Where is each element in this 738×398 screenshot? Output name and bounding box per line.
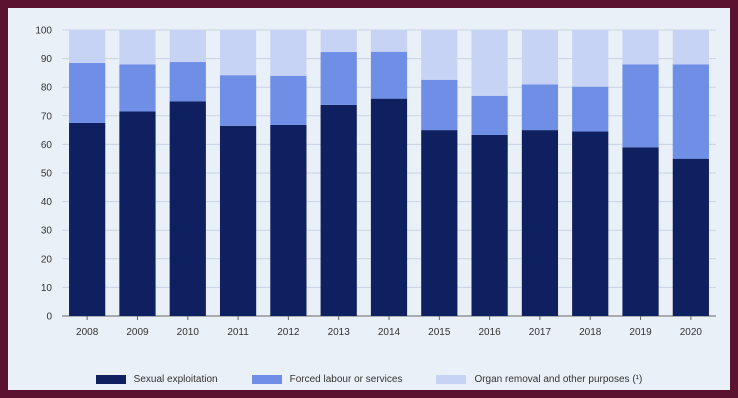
stacked-bar-chart: 0 10 20 30 40 50 60 70 80 90 100 2008 2009 2010 2011 20… <box>35 26 716 338</box>
x-tick-label-2008: 2008 <box>76 327 99 338</box>
bar-2017-series-2 <box>521 30 559 85</box>
legend-swatch-organ-removal <box>436 375 467 384</box>
x-tick-label-2013: 2013 <box>328 327 351 338</box>
bar-2014-series-2 <box>370 30 408 52</box>
y-tick-label-10: 10 <box>41 283 53 294</box>
x-tick-label-2014: 2014 <box>378 327 401 338</box>
bar-2016-series-2 <box>471 30 508 96</box>
legend-swatch-sexual-exploitation <box>95 375 126 384</box>
y-tick-label-60: 60 <box>41 140 53 151</box>
bar-2011-series-2 <box>219 30 257 76</box>
x-tick-label-2018: 2018 <box>579 327 602 338</box>
y-tick-label-20: 20 <box>41 254 53 265</box>
bar-2011-series-0 <box>219 125 257 316</box>
bar-2009-series-2 <box>119 30 156 65</box>
y-tick-label-100: 100 <box>35 26 52 37</box>
x-tick-label-2020: 2020 <box>680 327 703 338</box>
bar-2016-series-1 <box>471 95 508 135</box>
legend-label-organ-removal: Organ removal and other purposes (¹) <box>474 374 643 385</box>
bar-2018-series-2 <box>572 30 609 87</box>
bar-2019-series-0 <box>622 147 659 316</box>
x-tick-label-2019: 2019 <box>629 327 652 338</box>
bar-2010-series-2 <box>169 30 206 63</box>
x-tick-label-2009: 2009 <box>126 327 149 338</box>
bar-2014-series-0 <box>370 98 408 316</box>
bar-2008-series-2 <box>69 30 106 63</box>
bar-2010-series-1 <box>169 62 206 102</box>
chart-panel: 0 10 20 30 40 50 60 70 80 90 100 2008 2009 2010 2011 20… <box>8 8 730 390</box>
bar-2020-series-1 <box>672 64 709 159</box>
x-tick-label-2016: 2016 <box>478 327 501 338</box>
bar-2008-series-1 <box>69 62 106 123</box>
bar-2015-series-2 <box>421 30 458 80</box>
x-tick-label-2010: 2010 <box>177 327 200 338</box>
bar-2018-series-0 <box>572 131 609 316</box>
legend-label-forced-labour: Forced labour or services <box>289 374 403 385</box>
bar-2020-series-2 <box>672 30 709 65</box>
y-tick-label-0: 0 <box>46 312 52 323</box>
bar-2019-series-2 <box>622 30 659 65</box>
y-tick-label-70: 70 <box>41 111 53 122</box>
legend: Sexual exploitation Forced labour or ser… <box>8 374 730 385</box>
bar-2014-series-1 <box>370 51 408 99</box>
y-tick-label-30: 30 <box>41 226 53 237</box>
bar-2018-series-1 <box>572 86 609 132</box>
y-tick-label-90: 90 <box>41 54 53 65</box>
legend-item-sexual-exploitation: Sexual exploitation <box>95 374 218 385</box>
x-tick-label-2012: 2012 <box>277 327 300 338</box>
legend-swatch-forced-labour <box>251 375 282 384</box>
bar-2008-series-0 <box>69 122 106 316</box>
bar-2015-series-0 <box>421 130 458 316</box>
legend-item-forced-labour: Forced labour or services <box>251 374 403 385</box>
bar-2012-series-2 <box>270 30 307 76</box>
bar-2009-series-1 <box>119 64 156 112</box>
legend-item-organ-removal: Organ removal and other purposes (¹) <box>436 374 642 385</box>
bar-2013-series-2 <box>320 30 357 53</box>
bar-2012-series-0 <box>270 124 307 317</box>
legend-label-sexual-exploitation: Sexual exploitation <box>133 374 218 385</box>
x-tick-label-2017: 2017 <box>529 327 552 338</box>
bar-2012-series-1 <box>270 75 307 125</box>
bar-2013-series-0 <box>320 104 357 316</box>
x-tick-label-2011: 2011 <box>227 327 249 338</box>
bar-2019-series-1 <box>622 64 659 148</box>
bar-2010-series-0 <box>169 101 206 316</box>
bar-2013-series-1 <box>320 52 357 105</box>
bar-2020-series-0 <box>672 158 709 316</box>
bar-2011-series-1 <box>219 75 257 126</box>
y-tick-label-80: 80 <box>41 83 53 94</box>
bar-2015-series-1 <box>421 79 458 131</box>
bar-2017-series-0 <box>521 130 559 316</box>
bar-2009-series-0 <box>119 111 156 316</box>
bar-2016-series-0 <box>471 134 508 316</box>
bar-2017-series-1 <box>521 84 559 131</box>
x-tick-label-2015: 2015 <box>428 327 451 338</box>
y-tick-label-50: 50 <box>41 169 53 180</box>
y-tick-label-40: 40 <box>41 197 53 208</box>
